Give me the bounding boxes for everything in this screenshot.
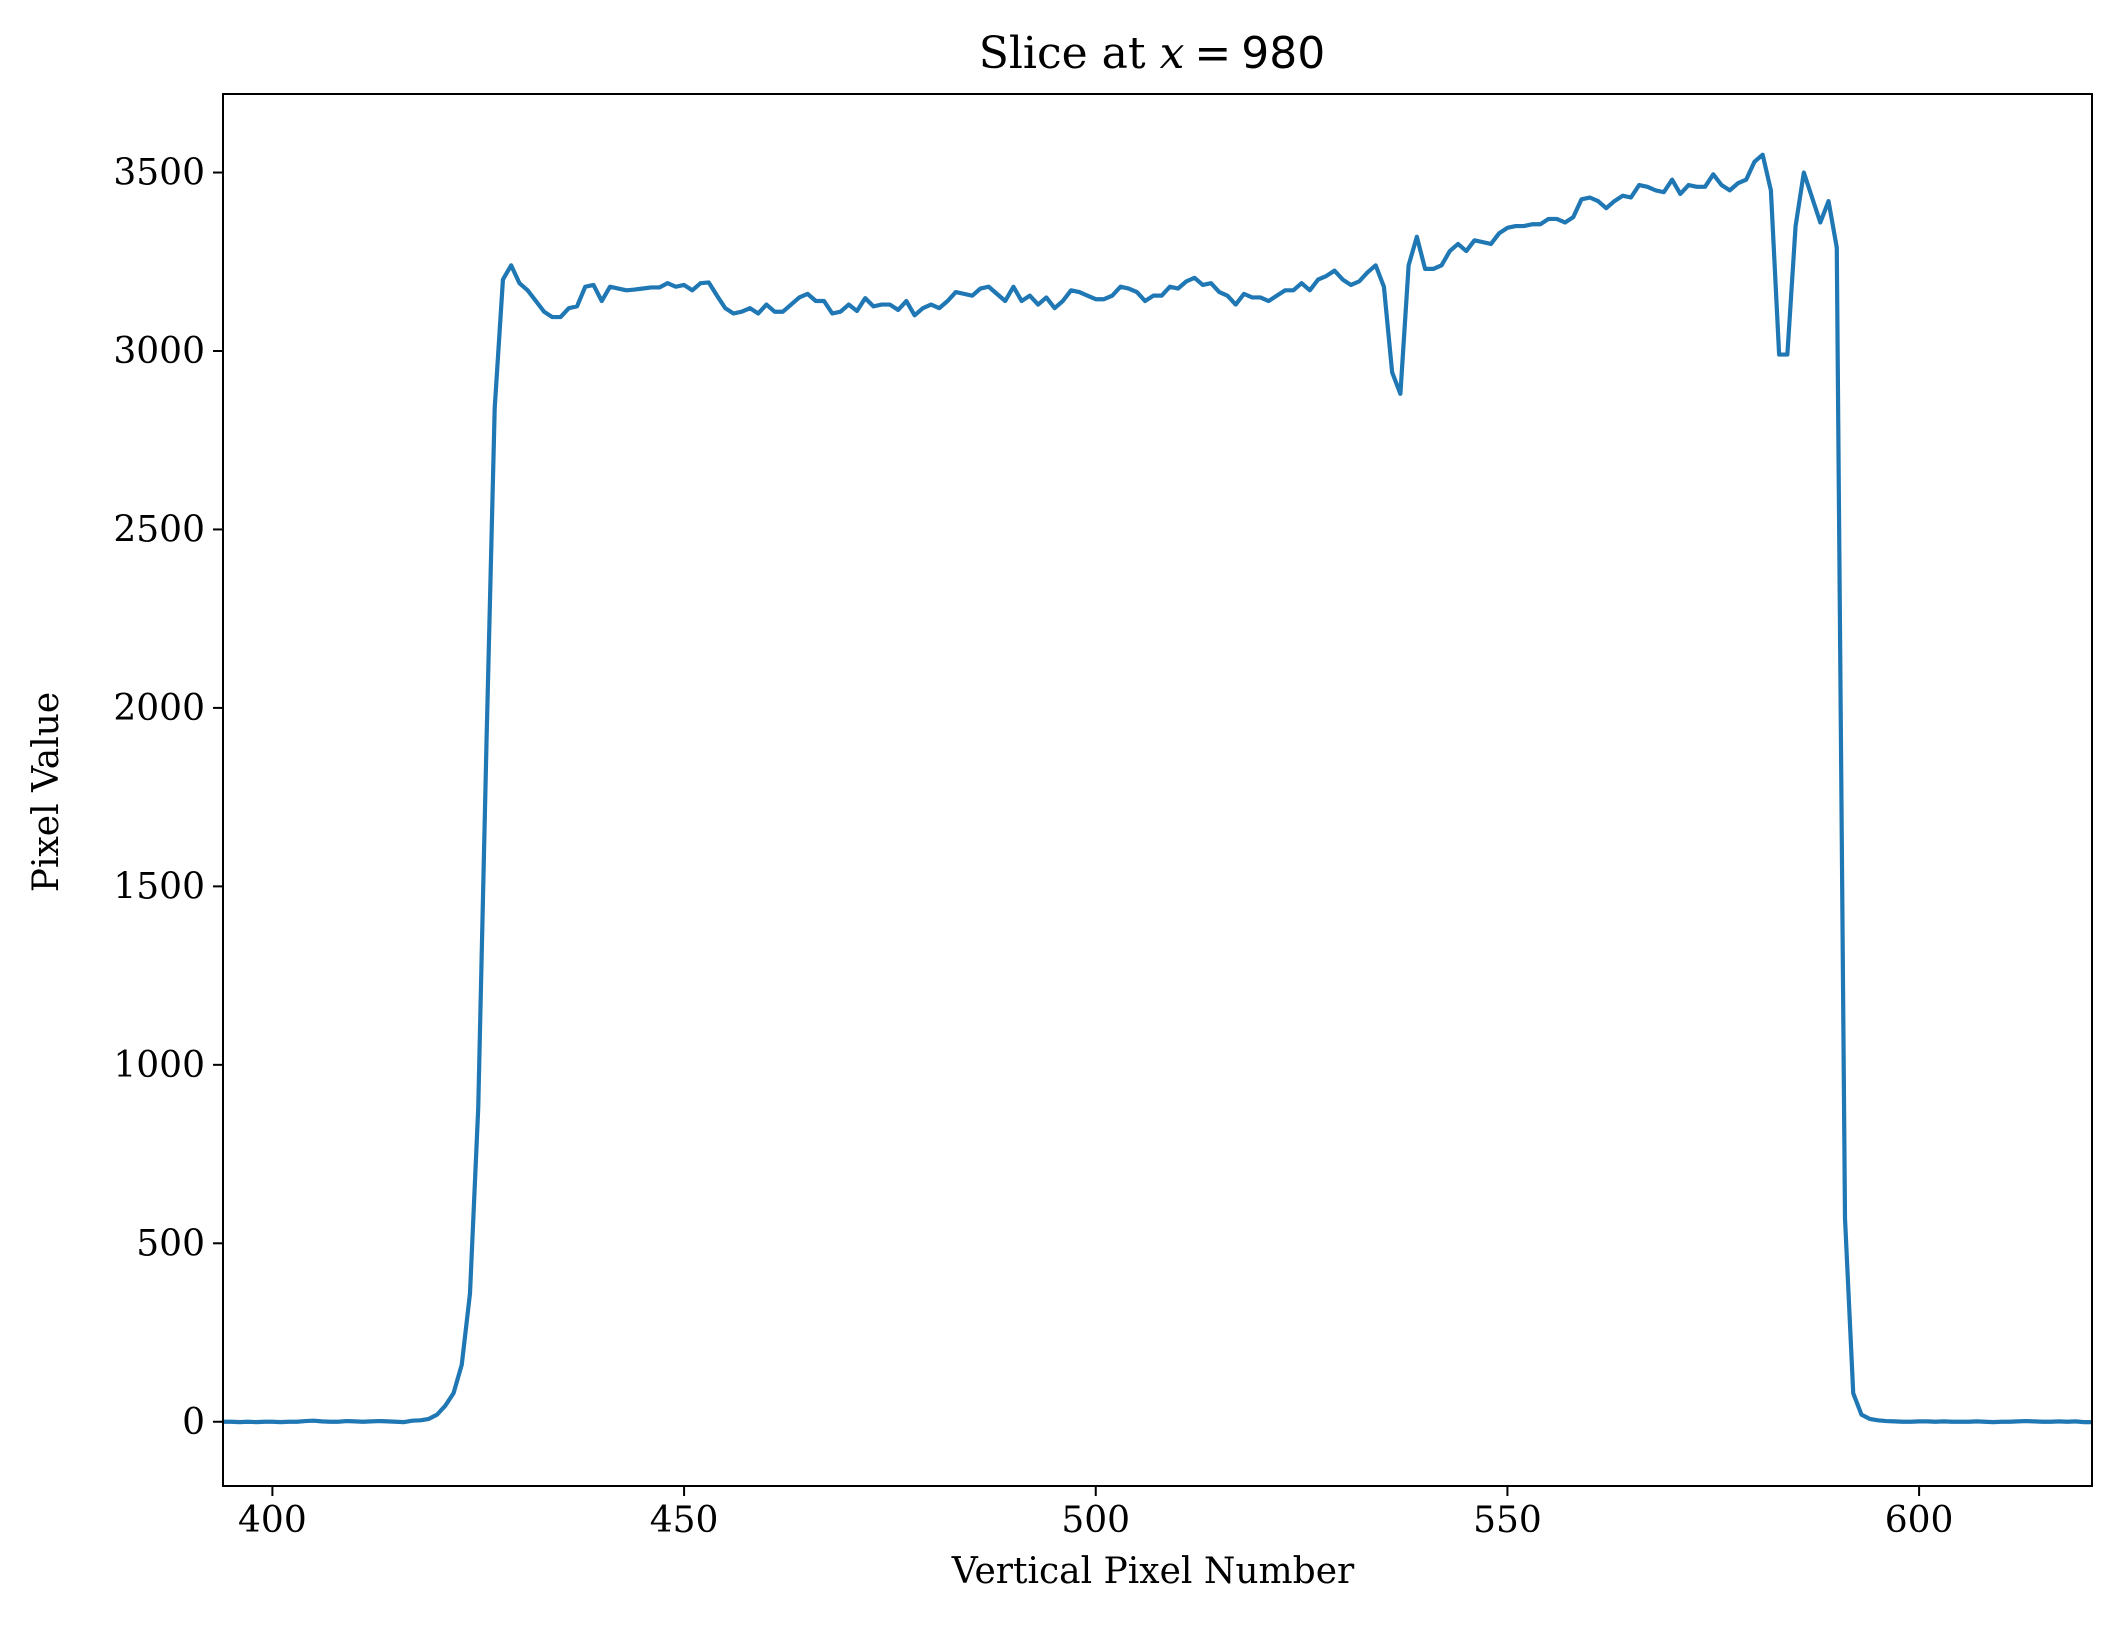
- chart-title: Slice at x = 980: [979, 28, 1326, 79]
- title-variable: x: [1160, 28, 1185, 79]
- y-tick-label: 2000: [113, 688, 205, 729]
- title-value: 980: [1241, 28, 1325, 79]
- plot-area: 400 450 500 550 600 0 500 1000 1500 2000 2500 3000 3…: [113, 93, 2093, 1541]
- y-tick-label: 2500: [113, 509, 205, 550]
- x-tick-label: 500: [1061, 1500, 1130, 1541]
- title-operator: =: [1194, 28, 1231, 79]
- x-tick-label: 450: [650, 1500, 719, 1541]
- y-tick-label: 0: [182, 1402, 205, 1443]
- series-line-0: [223, 152, 2092, 1425]
- y-tick-label: 1500: [113, 866, 205, 907]
- x-tick-label: 550: [1473, 1500, 1542, 1541]
- y-axis-label: Pixel Value: [26, 692, 67, 892]
- x-axis-label: Vertical Pixel Number: [951, 1551, 1355, 1592]
- y-tick-label: 3000: [113, 331, 205, 372]
- x-tick-label: 400: [238, 1500, 307, 1541]
- title-prefix: Slice at: [979, 28, 1160, 79]
- y-tick-label: 3500: [113, 153, 205, 194]
- y-tick-label: 1000: [113, 1045, 205, 1086]
- y-tick-label: 500: [136, 1223, 205, 1264]
- x-tick-label: 600: [1885, 1500, 1954, 1541]
- axes-frame: [222, 93, 2093, 1487]
